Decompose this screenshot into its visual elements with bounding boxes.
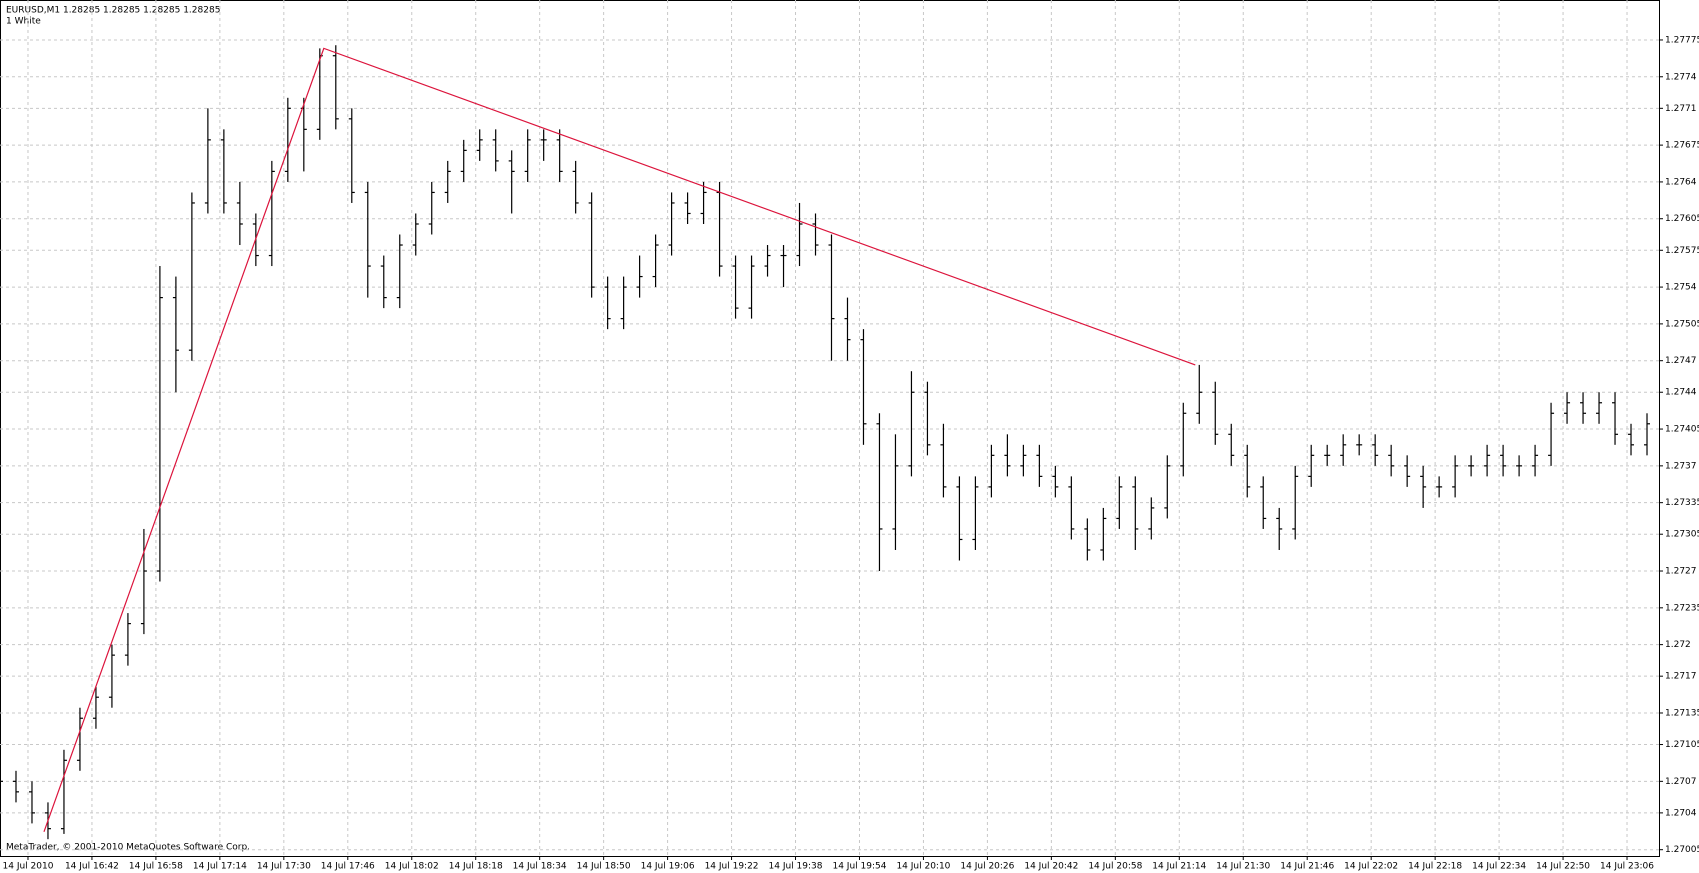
trendline: [43, 47, 1196, 833]
y-tick-label: 1.272: [1665, 640, 1691, 650]
x-tick-label: 14 Jul 21:30: [1216, 862, 1270, 872]
x-tick-label: 14 Jul 21:14: [1152, 862, 1206, 872]
x-tick-label: 14 Jul 2010: [3, 862, 54, 872]
y-tick-label: 1.27505: [1665, 319, 1699, 329]
y-tick-label: 1.2754: [1665, 283, 1697, 293]
x-tick-label: 14 Jul 19:22: [705, 862, 759, 872]
x-tick-label: 14 Jul 20:26: [960, 862, 1014, 872]
x-tick-label: 14 Jul 22:02: [1344, 862, 1398, 872]
x-tick-label: 14 Jul 23:06: [1600, 862, 1654, 872]
x-tick-label: 14 Jul 17:14: [193, 862, 247, 872]
x-tick-label: 14 Jul 20:10: [896, 862, 950, 872]
y-tick-label: 1.27575: [1665, 246, 1699, 256]
x-tick-label: 14 Jul 19:06: [641, 862, 695, 872]
y-tick-label: 1.27005: [1665, 845, 1699, 855]
y-tick-label: 1.2717: [1665, 672, 1697, 682]
x-tick-label: 14 Jul 21:46: [1280, 862, 1334, 872]
x-tick-label: 14 Jul 18:34: [513, 862, 567, 872]
x-tick-label: 14 Jul 20:58: [1088, 862, 1142, 872]
y-tick-label: 1.27335: [1665, 498, 1699, 508]
y-tick-label: 1.2771: [1665, 104, 1697, 114]
y-tick-label: 1.27775: [1665, 35, 1699, 45]
y-tick-label: 1.27605: [1665, 214, 1699, 224]
copyright: MetaTrader, © 2001-2010 MetaQuotes Softw…: [6, 843, 250, 853]
y-tick-label: 1.2744: [1665, 388, 1697, 398]
x-tick-label: 14 Jul 17:30: [257, 862, 311, 872]
chart-subtitle: 1 White: [6, 17, 41, 27]
y-tick-label: 1.2774: [1665, 72, 1697, 82]
y-tick-label: 1.27405: [1665, 425, 1699, 435]
x-tick-label: 14 Jul 18:18: [449, 862, 503, 872]
y-tick-label: 1.2747: [1665, 356, 1697, 366]
y-tick-label: 1.2764: [1665, 177, 1697, 187]
y-tick-label: 1.2707: [1665, 777, 1697, 787]
chart-title: EURUSD,M1 1.28285 1.28285 1.28285 1.2828…: [6, 6, 220, 16]
y-tick-label: 1.27135: [1665, 708, 1699, 718]
x-tick-label: 14 Jul 22:18: [1408, 862, 1462, 872]
y-tick-label: 1.2737: [1665, 461, 1697, 471]
x-tick-label: 14 Jul 18:50: [577, 862, 631, 872]
x-tick-label: 14 Jul 22:34: [1472, 862, 1526, 872]
x-tick-label: 14 Jul 17:46: [321, 862, 375, 872]
y-tick-label: 1.2727: [1665, 567, 1697, 577]
y-tick-label: 1.27675: [1665, 141, 1699, 151]
y-tick-label: 1.27305: [1665, 530, 1699, 540]
x-tick-label: 14 Jul 19:38: [769, 862, 823, 872]
x-tick-label: 14 Jul 20:42: [1024, 862, 1078, 872]
x-tick-label: 14 Jul 19:54: [832, 862, 886, 872]
y-tick-label: 1.2704: [1665, 808, 1697, 818]
x-tick-label: 14 Jul 18:02: [385, 862, 439, 872]
plot-frame: [0, 0, 1660, 857]
x-tick-label: 14 Jul 16:58: [129, 862, 183, 872]
y-tick-label: 1.27105: [1665, 740, 1699, 750]
x-tick-label: 14 Jul 22:50: [1536, 862, 1590, 872]
x-tick-label: 14 Jul 16:42: [65, 862, 119, 872]
y-tick-label: 1.27235: [1665, 603, 1699, 613]
